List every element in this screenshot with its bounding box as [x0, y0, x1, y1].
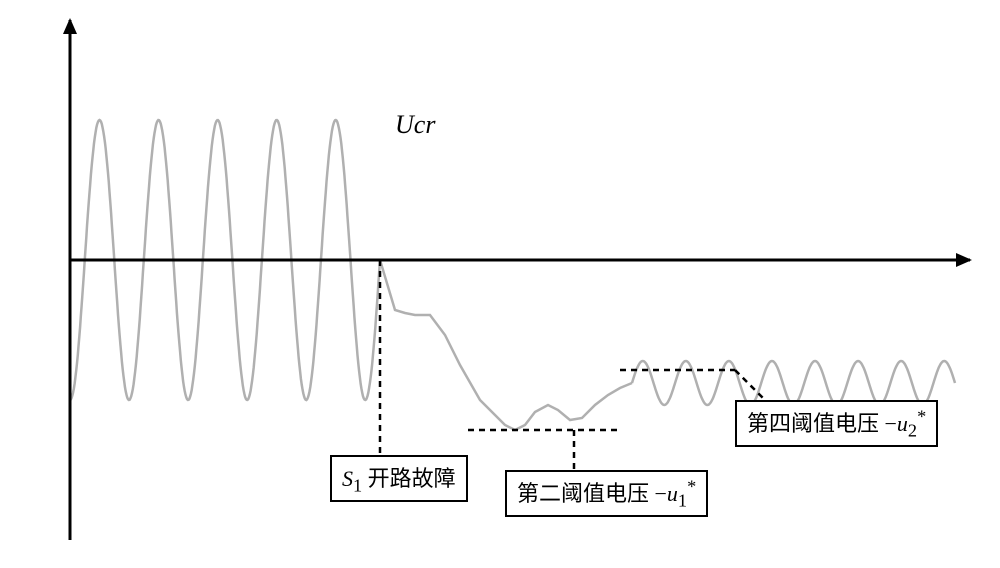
ucr-label: Ucr: [395, 110, 435, 140]
chart-svg: [0, 0, 1000, 568]
threshold-2-label: 第二阈值电压 −u1*: [505, 470, 708, 517]
threshold-2-text: 第二阈值电压 −u1*: [517, 476, 696, 511]
threshold-4-label: 第四阈值电压 −u2*: [735, 400, 938, 447]
s1-fault-text: S1 开路故障: [342, 461, 456, 496]
waveform-diagram: Ucr S1 开路故障 第二阈值电压 −u1* 第四阈值电压 −u2*: [0, 0, 1000, 568]
s1-fault-label: S1 开路故障: [330, 455, 468, 502]
threshold-4-text: 第四阈值电压 −u2*: [747, 406, 926, 441]
